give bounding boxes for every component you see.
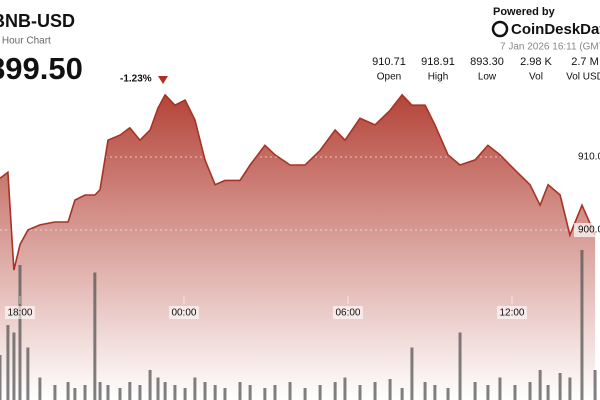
stat-label: Open <box>377 72 401 83</box>
volume-bar <box>213 385 217 400</box>
volume-bar <box>263 388 267 400</box>
volume-bar <box>203 382 207 400</box>
volume-bar <box>568 377 572 400</box>
volume-bar <box>93 272 97 400</box>
stat-value: 2.7 M <box>571 56 599 68</box>
x-label-bg <box>168 306 199 319</box>
volume-bar <box>373 382 377 400</box>
volume-bar <box>238 382 242 400</box>
volume-bar <box>12 332 16 400</box>
volume-bar <box>53 385 57 400</box>
y-label-bg <box>574 223 600 237</box>
stat-value: 910.71 <box>372 56 406 68</box>
volume-bar <box>546 385 550 400</box>
volume-bar <box>98 382 102 400</box>
subtitle: 24 Hour Chart <box>0 36 51 47</box>
volume-bar <box>538 370 542 400</box>
price-line <box>0 93 596 271</box>
volume-bar <box>558 373 562 400</box>
volume-bar <box>498 377 502 400</box>
down-arrow <box>158 76 168 84</box>
volume-bar <box>343 377 347 400</box>
x-label-bg <box>496 306 527 319</box>
timestamp: 7 Jan 2026 16:11 (GMT) <box>500 42 600 53</box>
stats: 910.71 Open 918.91 High 893.30 Low 2.98 K Vol 2.… <box>372 56 600 83</box>
title: BNB-USD <box>0 11 75 31</box>
volume-bar <box>273 385 277 400</box>
stat-value: 918.91 <box>421 56 455 68</box>
y-tick-label: 910.00 <box>578 152 600 163</box>
volume-bar <box>38 377 42 400</box>
volume-bar <box>288 382 292 400</box>
volume-bar <box>423 382 427 400</box>
volume-bar <box>106 385 110 400</box>
change: -1.23% <box>120 74 152 85</box>
price: 899.50 <box>0 51 83 86</box>
volume-bar <box>118 388 122 400</box>
stat-value: 893.30 <box>470 56 504 68</box>
volume-bar <box>333 382 337 400</box>
volume-bar <box>318 385 322 400</box>
brand-logo <box>491 20 509 38</box>
volume-bar <box>223 388 227 400</box>
area-fill <box>0 94 596 400</box>
stat-value: 2.98 K <box>520 56 552 68</box>
volume-bar <box>163 382 167 400</box>
volume-bar <box>138 385 142 400</box>
x-label-bg <box>332 306 363 319</box>
volume-bar <box>388 379 392 400</box>
volume-bar <box>156 377 160 400</box>
x-tick-label: 06:00 <box>335 308 360 319</box>
volume-bar <box>18 265 22 400</box>
plot: 900.00 910.00 18:00 00:00 06:00 12:00 <box>0 93 600 400</box>
volume-bar <box>173 385 177 400</box>
y-label-bg <box>574 150 600 164</box>
volume-bar <box>458 332 462 400</box>
volume-bar <box>593 370 597 400</box>
volume-bar <box>528 382 532 400</box>
volume-bar <box>303 388 307 400</box>
volume-bar <box>66 382 70 400</box>
volume-bar <box>128 382 132 400</box>
powered-by: Powered by <box>493 6 556 18</box>
volume-bar <box>513 385 517 400</box>
volume-bar <box>183 388 187 400</box>
x-tick-label: 00:00 <box>171 308 196 319</box>
x-tick-label: 18:00 <box>7 308 32 319</box>
volume-bar <box>83 385 87 400</box>
stat-label: Vol USD <box>566 72 600 83</box>
volume-bar <box>410 347 414 400</box>
volume-bar <box>0 355 2 400</box>
volume-bar <box>446 388 450 400</box>
volume-bar <box>248 385 252 400</box>
volume-bar <box>358 385 362 400</box>
stat-label: Low <box>478 72 497 83</box>
stat-label: High <box>428 72 449 83</box>
x-tick-label: 12:00 <box>499 308 524 319</box>
volume-bar <box>193 377 197 400</box>
volume-bar <box>400 388 404 400</box>
volume-bar <box>473 382 477 400</box>
x-label-bg <box>4 306 35 319</box>
brand: CoinDeskData <box>511 21 600 38</box>
volume-bar <box>6 325 10 400</box>
volume-bar <box>486 385 490 400</box>
volume-bar <box>148 370 152 400</box>
volume-bar <box>73 388 77 400</box>
y-tick-label: 900.00 <box>578 225 600 236</box>
volume-bar <box>433 385 437 400</box>
stat-label: Vol <box>529 72 543 83</box>
volume-bar <box>580 250 584 400</box>
volume-bar <box>26 347 30 400</box>
